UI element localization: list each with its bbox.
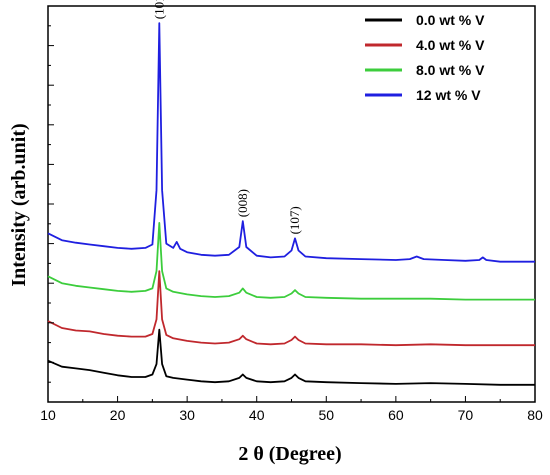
x-tick-label: 80 [527, 407, 543, 423]
x-tick-label: 30 [179, 407, 195, 423]
legend-label-1: 4.0 wt % V [416, 37, 485, 53]
legend: 0.0 wt % V 4.0 wt % V 8.0 wt % V 12 wt % V [365, 12, 485, 103]
y-axis-title: Intensity (arb.unit) [8, 123, 30, 286]
peak-label-layer: (101) (008) (107) [151, 0, 302, 234]
peak-label-0: (101) [151, 0, 166, 19]
series-line-0 [47, 328, 535, 386]
legend-item-2: 8.0 wt % V [365, 62, 485, 78]
peak-label-2: (107) [287, 206, 302, 234]
legend-label-3: 12 wt % V [416, 87, 481, 103]
x-tick-label: 60 [388, 407, 404, 423]
legend-item-1: 4.0 wt % V [365, 37, 485, 53]
legend-label-2: 8.0 wt % V [416, 62, 485, 78]
series-line-3 [47, 22, 535, 263]
x-tick-label: 70 [458, 407, 474, 423]
legend-item-0: 0.0 wt % V [365, 12, 485, 28]
legend-label-0: 0.0 wt % V [416, 12, 485, 28]
x-tick-label: 50 [318, 407, 334, 423]
x-tick-label: 40 [249, 407, 265, 423]
series-layer [47, 22, 535, 386]
x-tick-label: 20 [110, 407, 126, 423]
legend-item-3: 12 wt % V [365, 87, 481, 103]
tick-layer: 10 20 30 40 50 60 70 80 [40, 5, 543, 423]
x-axis-title: 2 θ (Degree) [238, 443, 341, 465]
peak-label-1: (008) [235, 189, 250, 217]
series-line-2 [47, 222, 535, 301]
x-tick-label: 10 [40, 407, 56, 423]
series-line-1 [47, 270, 535, 347]
